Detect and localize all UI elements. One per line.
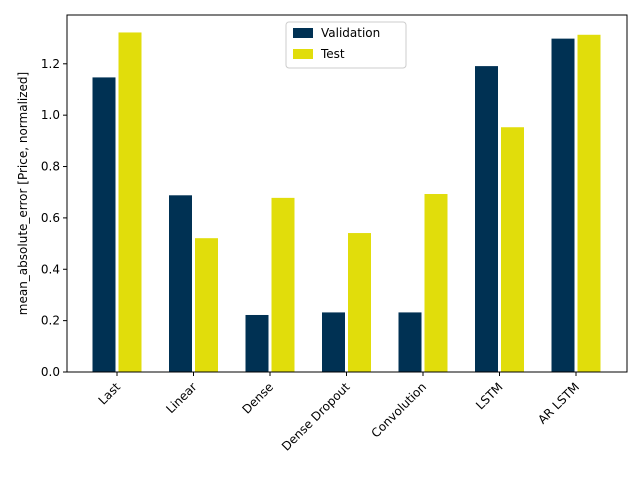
bar-validation-convolution [398,312,422,372]
y-axis: 0.0 0.2 0.4 0.6 0.8 1.0 1.2 [41,57,67,379]
x-tick-label: Convolution [369,380,430,441]
y-tick-label: 0.2 [41,314,60,328]
y-tick-label: 0.0 [41,365,60,379]
bar-test-convolution [424,194,448,372]
y-tick-label: 0.6 [41,211,60,225]
x-tick-label: Dense [239,380,276,417]
bar-test-lstm [501,127,524,372]
x-tick-label: Dense Dropout [279,380,353,454]
bars-layer [92,32,601,373]
x-tick-label: Linear [163,380,199,416]
bar-test-dense [271,197,295,372]
y-tick-label: 0.4 [41,262,60,276]
bar-test-last [118,32,142,372]
x-tick-label: LSTM [473,380,506,413]
bar-validation-last [92,77,116,372]
y-tick-label: 0.8 [41,160,60,174]
y-axis-label: mean_absolute_error [Price, normalized] [16,72,30,315]
bar-validation-ar-lstm [551,38,575,372]
bar-validation-linear [169,195,192,372]
legend-frame [285,21,407,69]
bar-validation-dense [245,314,269,372]
bar-validation-lstm [475,66,498,372]
legend-label-validation: Validation [321,26,380,40]
legend-swatch-validation [293,28,313,38]
x-tick-label: AR LSTM [535,380,582,427]
bar-test-ar-lstm [577,34,601,373]
x-tick-label: Last [96,380,124,408]
bar-test-linear [195,238,218,372]
bar-test-dense-dropout [348,233,371,372]
y-tick-label: 1.2 [41,57,60,71]
plot-frame [66,14,628,373]
x-axis: Last Linear Dense Dense Dropout Convolution L… [96,372,582,454]
legend: Validation Test [285,21,407,69]
legend-label-test: Test [320,47,345,61]
y-tick-label: 1.0 [41,108,60,122]
bar-validation-dense-dropout [322,312,345,372]
legend-swatch-test [293,49,313,59]
